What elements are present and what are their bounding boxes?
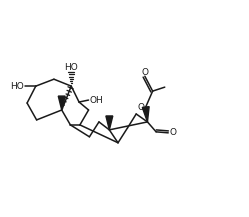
Polygon shape [106, 116, 113, 130]
Text: HO: HO [10, 82, 24, 91]
Polygon shape [58, 96, 65, 110]
Text: O: O [169, 128, 176, 137]
Text: O: O [138, 102, 145, 112]
Polygon shape [142, 107, 149, 122]
Text: O: O [141, 68, 148, 77]
Text: HO: HO [64, 63, 78, 72]
Text: OH: OH [90, 95, 103, 105]
